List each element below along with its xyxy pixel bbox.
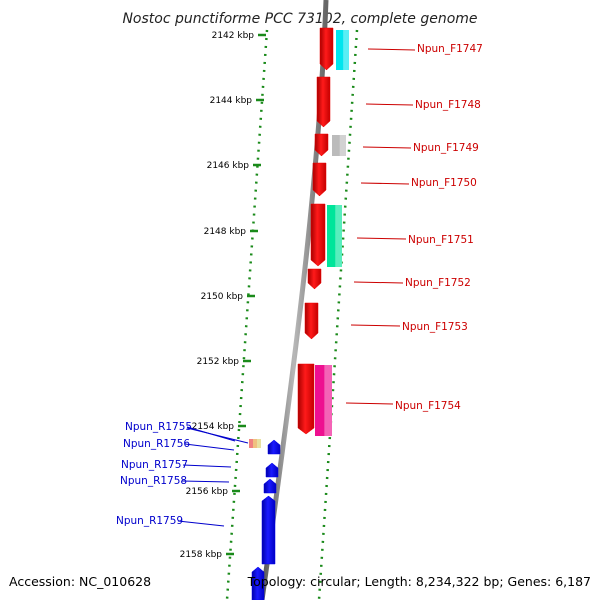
reverse-gene-label[interactable]: Npun_R1758 — [120, 475, 187, 487]
forward-gene-label[interactable]: Npun_F1754 — [395, 400, 461, 412]
forward-gene-label[interactable]: Npun_F1747 — [417, 43, 483, 55]
forward-gene-layer — [297, 27, 334, 435]
reverse-gene-arrow[interactable] — [251, 566, 265, 600]
misc-feature-stripe — [249, 439, 253, 448]
gene-label-connector — [181, 480, 230, 483]
cog-category-bar — [332, 135, 346, 156]
forward-gene-arrow[interactable] — [316, 76, 331, 128]
tick-label: 2154 kbp — [192, 422, 235, 432]
gene-label-connector — [350, 324, 401, 327]
gene-label-connector — [345, 402, 394, 405]
reverse-gene-label[interactable]: Npun_R1756 — [123, 438, 190, 450]
tick-label: 2144 kbp — [210, 96, 253, 106]
gene-label-connector — [182, 464, 232, 468]
forward-gene-label[interactable]: Npun_F1750 — [411, 177, 477, 189]
gene-label-connector — [360, 182, 410, 185]
gene-label-layer: Npun_F1747 Npun_F1748 Npun_F1749 Npun_F1750… — [116, 43, 483, 527]
reverse-gene-label[interactable]: Npun_R1755 — [125, 421, 192, 433]
reverse-gene-label[interactable]: Npun_R1759 — [116, 515, 183, 527]
forward-gene-arrow[interactable] — [319, 27, 334, 71]
gene-label-connector — [356, 237, 407, 240]
cog-bar-shine — [335, 205, 342, 267]
inner-scale-dots — [225, 29, 269, 600]
forward-gene-arrow[interactable] — [312, 162, 327, 197]
cog-layer — [315, 30, 349, 436]
tick-label: 2146 kbp — [207, 161, 250, 171]
forward-gene-arrow[interactable] — [314, 133, 329, 157]
forward-gene-arrow[interactable] — [297, 363, 315, 435]
forward-gene-label[interactable]: Npun_F1753 — [402, 321, 468, 333]
gene-label-connector — [177, 520, 225, 527]
reverse-gene-layer — [249, 439, 281, 600]
map-title: Nostoc punctiforme PCC 73102, complete g… — [122, 11, 477, 27]
reverse-gene-arrow[interactable] — [265, 462, 279, 478]
reverse-gene-arrow[interactable] — [261, 495, 276, 565]
gene-label-connector — [353, 281, 404, 284]
tick-layer: 2142 kbp 2144 kbp 2146 kbp 2148 kbp 2150 kbp… — [180, 31, 266, 560]
gene-label-connector — [186, 427, 249, 444]
tick-label: 2150 kbp — [201, 292, 244, 302]
tick-label: 2152 kbp — [197, 357, 240, 367]
forward-gene-label[interactable]: Npun_F1751 — [408, 234, 474, 246]
tick-label: 2158 kbp — [180, 550, 223, 560]
reverse-gene-arrow[interactable] — [267, 439, 281, 455]
cog-category-bar — [327, 205, 342, 267]
gene-label-connector — [365, 103, 414, 106]
forward-gene-arrow[interactable] — [304, 302, 319, 340]
tick-label: 2156 kbp — [186, 487, 229, 497]
gene-label-connector — [367, 48, 416, 51]
forward-gene-arrow[interactable] — [307, 268, 322, 290]
forward-gene-label[interactable]: Npun_F1752 — [405, 277, 471, 289]
cog-category-bar — [336, 30, 349, 70]
tick-label: 2148 kbp — [204, 227, 247, 237]
misc-feature-stripe — [253, 439, 257, 448]
cog-bar-shine — [339, 135, 346, 156]
forward-gene-arrow[interactable] — [310, 203, 326, 267]
cog-bar-shine — [324, 365, 332, 436]
misc-feature-stripe — [257, 439, 261, 448]
gene-label-connector — [184, 443, 235, 451]
forward-gene-label[interactable]: Npun_F1749 — [413, 142, 479, 154]
tick-label: 2142 kbp — [212, 31, 255, 41]
forward-gene-label[interactable]: Npun_F1748 — [415, 99, 481, 111]
cog-category-bar — [315, 365, 332, 436]
genome-summary-text: Topology: circular; Length: 8,234,322 bp… — [247, 574, 591, 589]
cog-bar-shine — [343, 30, 349, 70]
reverse-gene-label[interactable]: Npun_R1757 — [121, 459, 188, 471]
accession-text: Accession: NC_010628 — [9, 574, 151, 589]
gene-label-connector — [362, 146, 412, 149]
reverse-gene-arrow[interactable] — [263, 478, 277, 494]
genome-backbone — [259, 0, 329, 600]
